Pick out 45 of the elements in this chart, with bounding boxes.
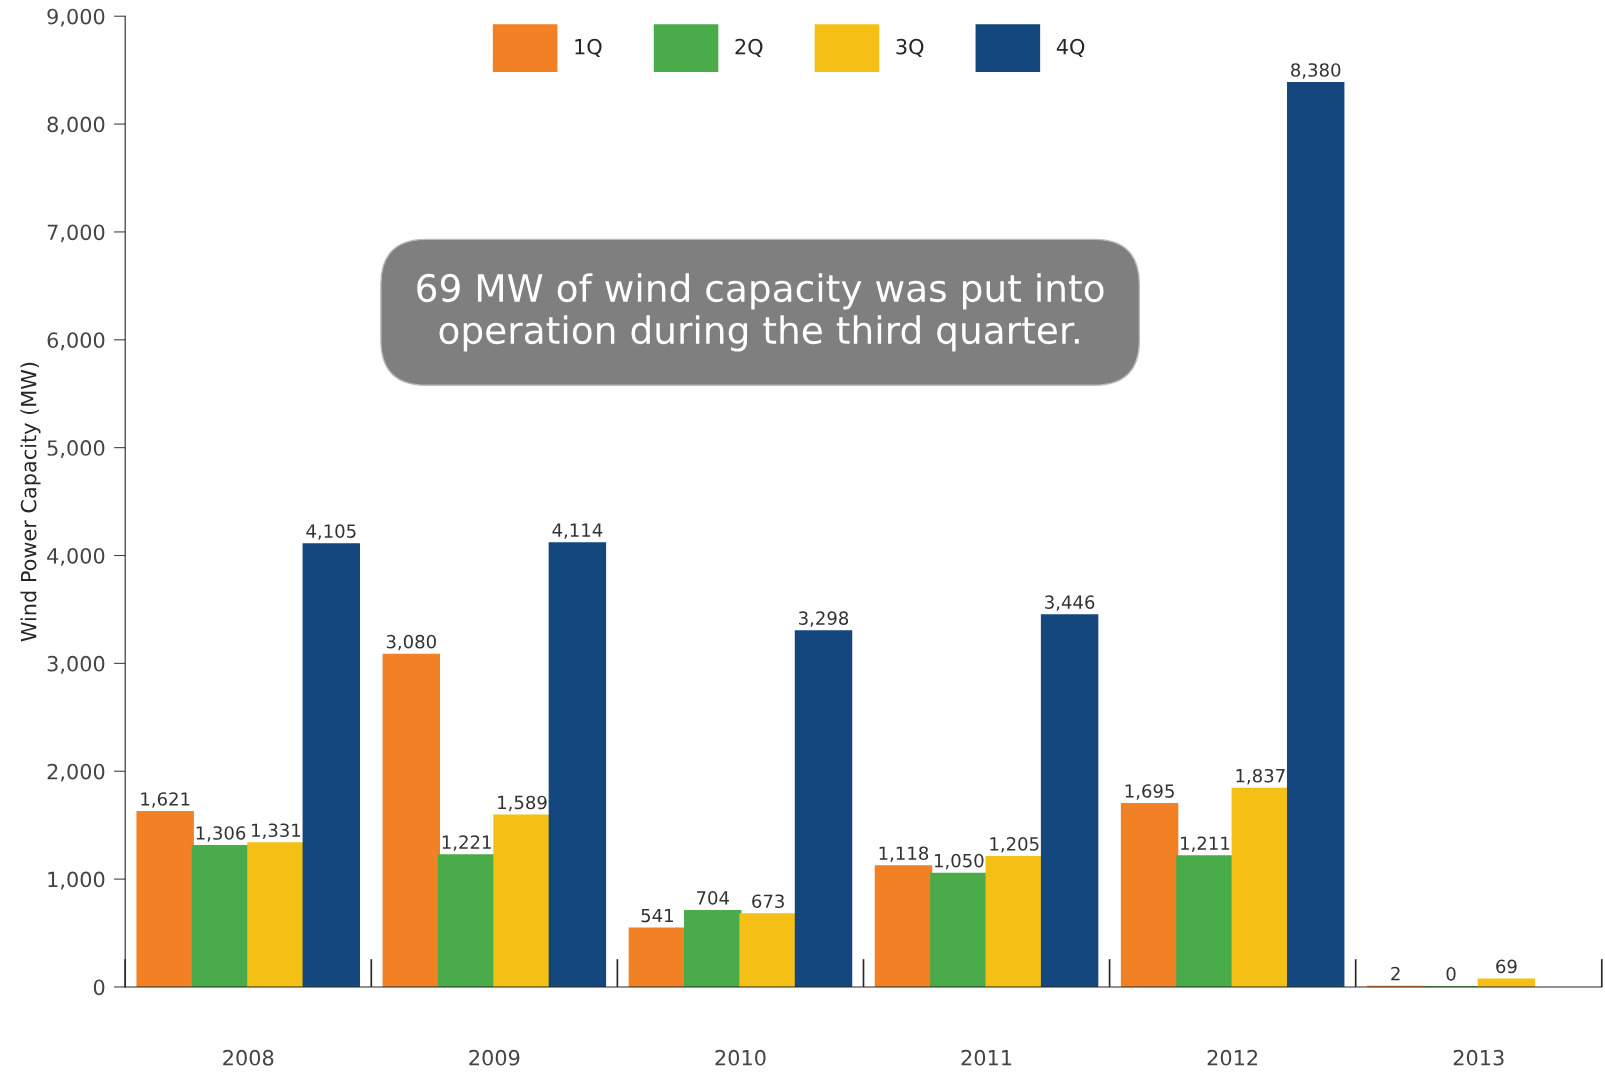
legend-label: 2Q: [735, 38, 763, 57]
legend-label: 1Q: [575, 38, 602, 57]
y-axis-title: Wind Power Capacity (MW): [20, 362, 41, 642]
y-tick-label: 7,000: [47, 224, 105, 243]
data-label: 1,695: [1125, 784, 1174, 800]
data-label: 3,298: [799, 611, 849, 627]
data-label: 3,080: [386, 634, 436, 651]
y-tick-label: 2,000: [47, 763, 105, 782]
annotation: 69 MW of wind capacity was put into operation during the third quarter.: [417, 273, 1104, 352]
data-label: 541: [641, 908, 673, 923]
data-label: 69: [1496, 959, 1517, 974]
data-label: 673: [752, 894, 784, 909]
y-tick-label: 8,000: [47, 116, 105, 135]
x-tick-label: 2012: [1207, 1049, 1258, 1066]
data-label: 4,105: [306, 524, 356, 540]
data-label: 1,118: [879, 846, 929, 862]
data-label: 1,306: [196, 826, 246, 842]
y-tick-label: 3,000: [47, 655, 105, 674]
x-tick-label: 2011: [961, 1049, 1012, 1066]
x-tick-label: 2008: [223, 1049, 274, 1066]
data-label: 1,211: [1181, 836, 1230, 852]
x-tick-label: 2009: [469, 1049, 520, 1066]
data-label: 1,837: [1236, 768, 1285, 785]
data-label: 1,589: [498, 795, 547, 812]
data-label: 1,621: [141, 792, 190, 808]
y-tick-label: 5,000: [47, 440, 105, 458]
data-label: 8,380: [1291, 63, 1341, 79]
x-tick-label: 2013: [1453, 1049, 1504, 1066]
data-label: 3,446: [1045, 595, 1095, 611]
y-tick-label: 9,000: [47, 8, 105, 27]
y-tick-label: 0: [93, 979, 105, 996]
y-tick-label: 4,000: [47, 547, 105, 566]
data-label: 1,205: [990, 837, 1039, 853]
legend-label: 4Q: [1056, 38, 1085, 57]
data-label: 704: [697, 891, 729, 905]
data-label: 4,114: [552, 523, 603, 539]
data-label: 1,331: [252, 823, 301, 839]
y-tick-label: 6,000: [47, 332, 105, 351]
y-tick-label: 1,000: [48, 871, 105, 890]
x-tick-label: 2010: [715, 1049, 766, 1066]
data-label: 2: [1391, 966, 1400, 981]
data-label: 1,050: [934, 853, 984, 870]
data-label: 0: [1446, 967, 1456, 981]
data-label: 1,221: [442, 835, 491, 851]
legend-label: 3Q: [896, 38, 924, 57]
